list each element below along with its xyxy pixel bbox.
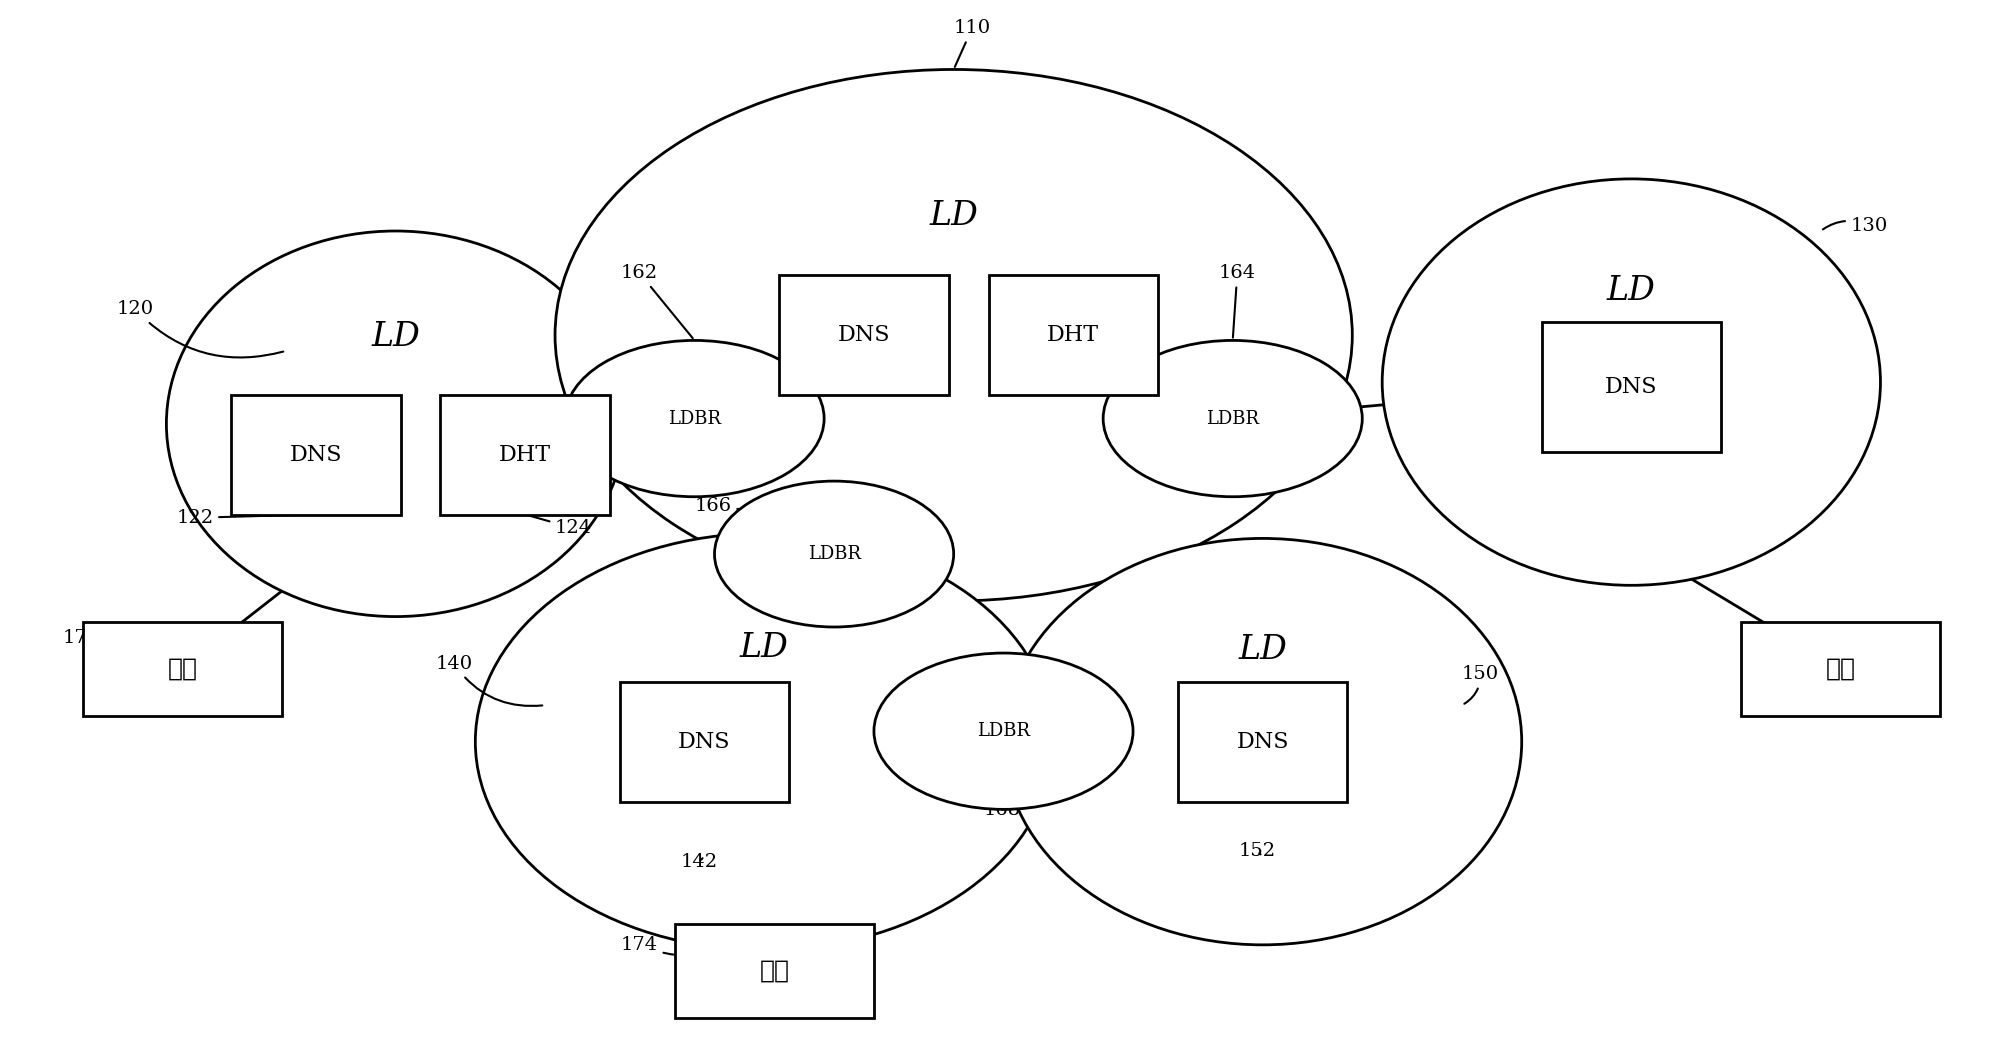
Text: 主机: 主机 [759, 959, 789, 983]
FancyBboxPatch shape [779, 276, 949, 395]
Text: 152: 152 [1238, 843, 1276, 861]
Text: DNS: DNS [678, 731, 731, 753]
Text: LDBR: LDBR [807, 545, 861, 563]
Text: LD: LD [1608, 275, 1656, 306]
Text: DNS: DNS [837, 324, 891, 346]
Text: DHT: DHT [1048, 324, 1100, 346]
Text: LD: LD [1238, 635, 1286, 666]
FancyBboxPatch shape [231, 395, 401, 515]
Text: 150: 150 [1461, 665, 1499, 703]
FancyBboxPatch shape [674, 924, 873, 1018]
Text: DHT: DHT [500, 445, 552, 466]
FancyBboxPatch shape [620, 682, 789, 802]
Text: DNS: DNS [1606, 376, 1658, 398]
Ellipse shape [1383, 178, 1881, 585]
Text: 主机: 主机 [1826, 657, 1856, 681]
FancyBboxPatch shape [440, 395, 610, 515]
Ellipse shape [556, 70, 1353, 601]
Ellipse shape [167, 231, 624, 617]
FancyBboxPatch shape [1541, 322, 1722, 452]
Ellipse shape [476, 533, 1054, 950]
Text: DNS: DNS [289, 445, 341, 466]
Text: 110: 110 [953, 19, 991, 67]
Text: 122: 122 [177, 509, 313, 527]
Text: DNS: DNS [1236, 731, 1288, 753]
Text: 166: 166 [694, 483, 831, 515]
FancyBboxPatch shape [989, 276, 1158, 395]
Text: 142: 142 [680, 852, 719, 871]
Text: 164: 164 [1218, 264, 1256, 338]
FancyBboxPatch shape [1740, 622, 1941, 716]
Ellipse shape [1104, 340, 1363, 496]
Text: 主机: 主机 [167, 657, 197, 681]
Ellipse shape [566, 340, 825, 496]
Ellipse shape [1004, 539, 1521, 945]
Text: 174: 174 [620, 926, 773, 956]
Text: 120: 120 [116, 300, 283, 358]
FancyBboxPatch shape [1178, 682, 1347, 802]
Text: 162: 162 [620, 264, 692, 338]
Text: LD: LD [929, 200, 977, 231]
Text: LD: LD [371, 321, 419, 353]
Text: LDBR: LDBR [668, 410, 721, 428]
Text: 124: 124 [528, 515, 592, 538]
Text: 172: 172 [62, 623, 181, 646]
Ellipse shape [714, 482, 953, 627]
Text: LDBR: LDBR [1206, 410, 1258, 428]
Text: 140: 140 [436, 655, 542, 706]
Ellipse shape [873, 653, 1134, 809]
Text: 130: 130 [1822, 216, 1889, 235]
Text: LDBR: LDBR [977, 722, 1030, 740]
Text: 168: 168 [983, 800, 1022, 818]
Text: LD: LD [741, 631, 789, 664]
FancyBboxPatch shape [82, 622, 283, 716]
